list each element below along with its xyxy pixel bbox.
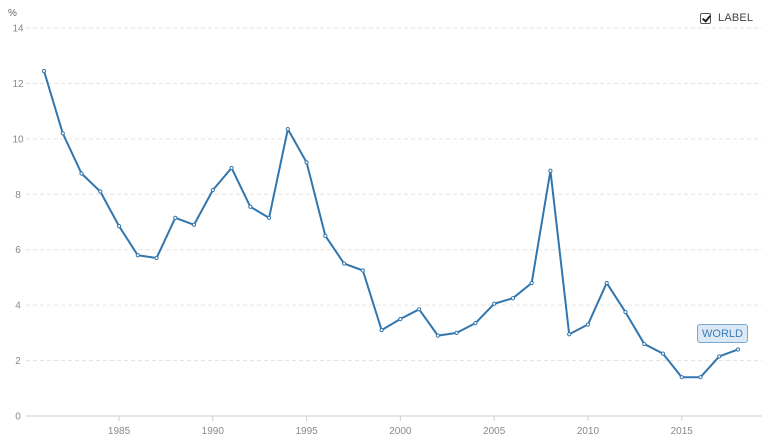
y-tick-label: 14 bbox=[12, 24, 24, 35]
y-tick-label: 6 bbox=[15, 245, 21, 256]
label-checkbox[interactable] bbox=[700, 12, 711, 24]
data-point[interactable] bbox=[173, 215, 178, 220]
x-tick-label: 1995 bbox=[295, 426, 318, 437]
data-point[interactable] bbox=[154, 255, 159, 261]
data-point[interactable] bbox=[642, 341, 647, 347]
data-point[interactable] bbox=[548, 168, 553, 173]
data-point[interactable] bbox=[98, 189, 103, 194]
data-point[interactable] bbox=[379, 327, 384, 333]
x-tick-label: 2015 bbox=[671, 426, 694, 437]
data-point[interactable] bbox=[735, 347, 741, 352]
data-point[interactable] bbox=[41, 68, 47, 74]
x-tick-label: 2010 bbox=[577, 426, 600, 437]
y-tick-label: 4 bbox=[15, 301, 21, 312]
y-axis-unit-label: % bbox=[8, 8, 17, 19]
data-point[interactable] bbox=[435, 333, 440, 338]
label-toggle-text: LABEL bbox=[718, 12, 754, 24]
data-point[interactable] bbox=[660, 351, 666, 356]
data-point[interactable] bbox=[585, 322, 591, 327]
checkmark-icon bbox=[702, 12, 711, 23]
data-point[interactable] bbox=[510, 296, 516, 301]
data-point[interactable] bbox=[191, 222, 197, 227]
x-tick-label: 2000 bbox=[389, 426, 412, 437]
data-point[interactable] bbox=[417, 307, 422, 312]
data-point[interactable] bbox=[623, 309, 628, 315]
axis-ticks: 0 2 4 6 8 10 12 14 1985 1990 1995 2000 2005 2010 2015 bbox=[12, 24, 693, 438]
data-point[interactable] bbox=[604, 280, 609, 286]
data-point[interactable] bbox=[492, 301, 497, 306]
data-point[interactable] bbox=[323, 233, 328, 238]
data-point[interactable] bbox=[285, 127, 290, 132]
data-point[interactable] bbox=[717, 354, 722, 359]
y-tick-label: 10 bbox=[12, 134, 24, 145]
y-tick-label: 12 bbox=[12, 79, 24, 90]
series-line bbox=[43, 69, 739, 379]
series-layer bbox=[41, 68, 741, 380]
y-tick-label: 2 bbox=[15, 356, 21, 367]
data-point[interactable] bbox=[135, 253, 140, 258]
x-tick-label: 1990 bbox=[202, 426, 225, 437]
data-point[interactable] bbox=[210, 188, 215, 193]
x-tick-label: 1985 bbox=[108, 426, 131, 437]
data-point[interactable] bbox=[567, 332, 572, 337]
y-tick-label: 8 bbox=[15, 190, 21, 201]
label-toggle[interactable]: LABEL bbox=[700, 10, 753, 26]
data-point[interactable] bbox=[679, 375, 684, 380]
data-point[interactable] bbox=[79, 171, 84, 176]
data-point[interactable] bbox=[304, 160, 309, 165]
series-name-tag[interactable]: WORLD bbox=[697, 324, 748, 343]
data-point[interactable] bbox=[529, 280, 534, 286]
data-point[interactable] bbox=[698, 375, 703, 380]
data-point[interactable] bbox=[398, 316, 403, 322]
gridlines bbox=[26, 27, 762, 417]
data-point[interactable] bbox=[266, 215, 272, 220]
data-point[interactable] bbox=[473, 321, 478, 326]
data-point[interactable] bbox=[116, 224, 122, 229]
data-point[interactable] bbox=[342, 261, 347, 266]
data-point[interactable] bbox=[60, 131, 65, 136]
data-point[interactable] bbox=[248, 204, 253, 209]
x-tick-label: 2005 bbox=[483, 426, 506, 437]
data-point[interactable] bbox=[360, 268, 365, 273]
data-point[interactable] bbox=[229, 165, 234, 171]
y-tick-label: 0 bbox=[15, 412, 21, 423]
data-point[interactable] bbox=[454, 330, 459, 335]
